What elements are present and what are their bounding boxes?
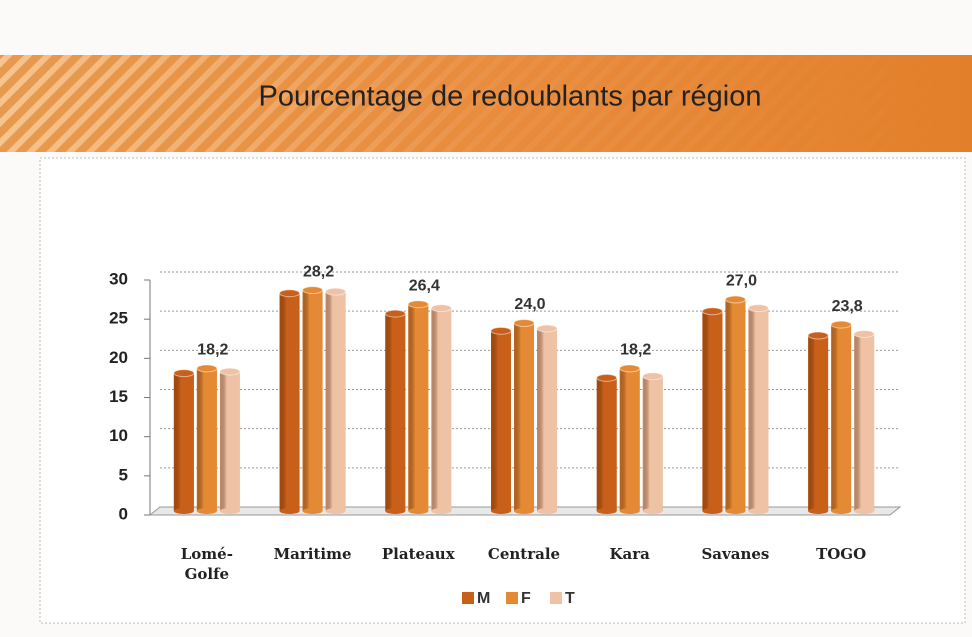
bar-cap <box>642 372 664 381</box>
x-tick-label: Lomé-Golfe <box>181 545 233 583</box>
bar-shade <box>808 335 829 511</box>
bar-shade <box>173 373 194 511</box>
bar-base <box>537 508 557 514</box>
bar-base <box>219 508 240 514</box>
value-label: 27,0 <box>726 273 757 290</box>
bar-cap <box>219 367 241 376</box>
bar-cap <box>830 320 852 329</box>
bar-base <box>854 508 875 514</box>
y-tick-label: 10 <box>109 426 128 445</box>
bar-base <box>385 508 406 514</box>
x-tick-label: Plateaux <box>382 545 456 563</box>
x-tick-label: TOGO <box>816 545 866 563</box>
bar-cap <box>596 373 618 382</box>
y-tick-label: 5 <box>119 465 128 484</box>
bar-base <box>619 508 640 514</box>
legend-label: T <box>565 590 575 607</box>
chart-title: Pourcentage de redoublants par région <box>258 81 761 113</box>
bar-cap <box>196 364 218 373</box>
bar-base <box>748 508 769 514</box>
bar-cap <box>724 295 746 304</box>
bar-shade <box>514 323 534 511</box>
y-tick-label: 15 <box>109 387 128 406</box>
bar-shade <box>702 311 723 511</box>
value-label: 26,4 <box>409 277 440 294</box>
bar-cap <box>173 369 195 378</box>
bar-shade <box>325 291 346 511</box>
y-tick-label: 0 <box>119 504 128 523</box>
bar-cap <box>536 324 558 333</box>
bar-shade <box>642 376 663 511</box>
value-label: 18,2 <box>197 342 228 359</box>
bar-shade <box>408 304 429 511</box>
bar-shade <box>619 368 640 511</box>
title-banner-shade <box>0 55 972 152</box>
legend-label: F <box>521 590 531 607</box>
legend-swatch <box>506 592 518 604</box>
bar-shade <box>725 299 746 511</box>
bar-cap <box>513 319 535 327</box>
bar-cap <box>807 331 829 340</box>
bar-cap <box>619 364 641 373</box>
bar-cap <box>302 286 324 295</box>
bar-cap <box>430 304 452 313</box>
bar-shade <box>279 293 300 511</box>
x-tick-label: Centrale <box>488 545 560 563</box>
bar-shade <box>385 313 406 511</box>
bar-base <box>725 508 746 514</box>
value-label: 18,2 <box>620 342 651 359</box>
bar-base <box>596 508 617 514</box>
value-label: 24,0 <box>514 296 545 313</box>
bar-cap <box>490 326 512 335</box>
bar-base <box>408 508 429 514</box>
bar-shade <box>431 308 452 511</box>
bar-shade <box>596 377 617 511</box>
x-tick-label: Kara <box>610 545 651 563</box>
value-label: 28,2 <box>303 263 334 280</box>
bar-base <box>808 508 829 514</box>
bar-cap <box>853 329 875 338</box>
bar-shade <box>854 333 875 511</box>
bar-base <box>431 508 452 514</box>
bar-base <box>514 508 534 514</box>
y-tick-label: 20 <box>109 348 128 367</box>
bar-base <box>491 508 511 514</box>
bar-base <box>325 508 346 514</box>
bar-cap <box>407 300 429 309</box>
y-tick-label: 30 <box>109 269 128 288</box>
bar-base <box>279 508 300 514</box>
bar-cap <box>701 307 723 316</box>
bar-shade <box>302 290 323 511</box>
bar-cap <box>325 287 347 296</box>
x-tick-label: Maritime <box>274 545 352 563</box>
legend-swatch <box>550 592 562 604</box>
bar-base <box>831 508 852 514</box>
legend-swatch <box>462 592 474 604</box>
bar-cap <box>279 289 301 298</box>
bar-shade <box>196 368 217 511</box>
x-tick-label: Savanes <box>701 545 769 563</box>
bar-base <box>302 508 323 514</box>
bar-shade <box>831 324 852 511</box>
bar-base <box>642 508 663 514</box>
bar-cap <box>747 304 769 313</box>
bar-base <box>702 508 723 514</box>
y-tick-label: 25 <box>109 309 128 328</box>
bar-shade <box>219 371 240 511</box>
value-label: 23,8 <box>832 298 863 315</box>
bar-base <box>196 508 217 514</box>
legend-label: M <box>477 590 490 607</box>
bar-cap <box>384 309 406 318</box>
bar-shade <box>491 330 511 511</box>
bar-base <box>173 508 194 514</box>
bar-shade <box>748 308 769 511</box>
bar-shade <box>537 328 557 511</box>
